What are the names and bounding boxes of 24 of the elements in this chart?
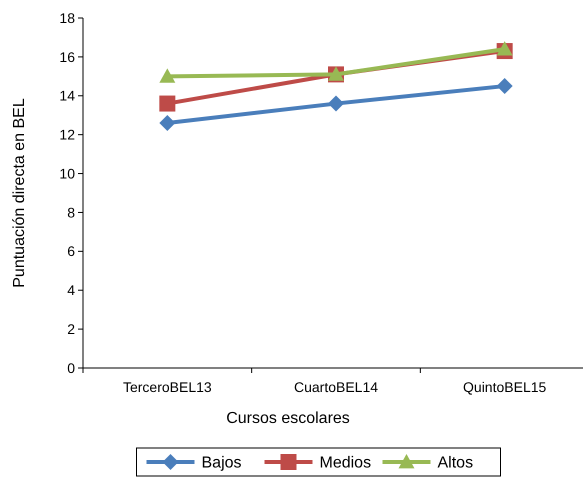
x-axis-title: Cursos escolares xyxy=(226,410,350,427)
y-tick-label: 18 xyxy=(59,10,76,26)
y-tick-label: 4 xyxy=(67,282,76,298)
point xyxy=(496,78,513,94)
y-tick-label: 6 xyxy=(67,243,76,260)
y-tick-label: 8 xyxy=(67,204,76,220)
x-tick-label: TerceroBEL13 xyxy=(122,379,212,395)
y-tick-label: 10 xyxy=(59,165,76,182)
y-axis-title: Puntuación directa en BEL xyxy=(11,98,28,288)
y-tick-label: 16 xyxy=(59,48,76,65)
point xyxy=(159,68,176,83)
point xyxy=(496,41,513,56)
point xyxy=(159,96,176,112)
y-tick-label: 12 xyxy=(59,126,76,143)
x-tick-label: CuartoBEL14 xyxy=(294,379,378,395)
x-tick-label: QuintoBEL15 xyxy=(463,379,547,395)
y-tick-label: 14 xyxy=(59,88,76,104)
y-tick-label: 2 xyxy=(67,321,76,338)
legend-label: Bajos xyxy=(202,454,242,472)
point xyxy=(328,96,344,112)
legend-label: Altos xyxy=(438,454,474,472)
point xyxy=(159,115,176,131)
legend-label: Medios xyxy=(320,454,372,472)
y-tick-label: 0 xyxy=(67,360,76,376)
